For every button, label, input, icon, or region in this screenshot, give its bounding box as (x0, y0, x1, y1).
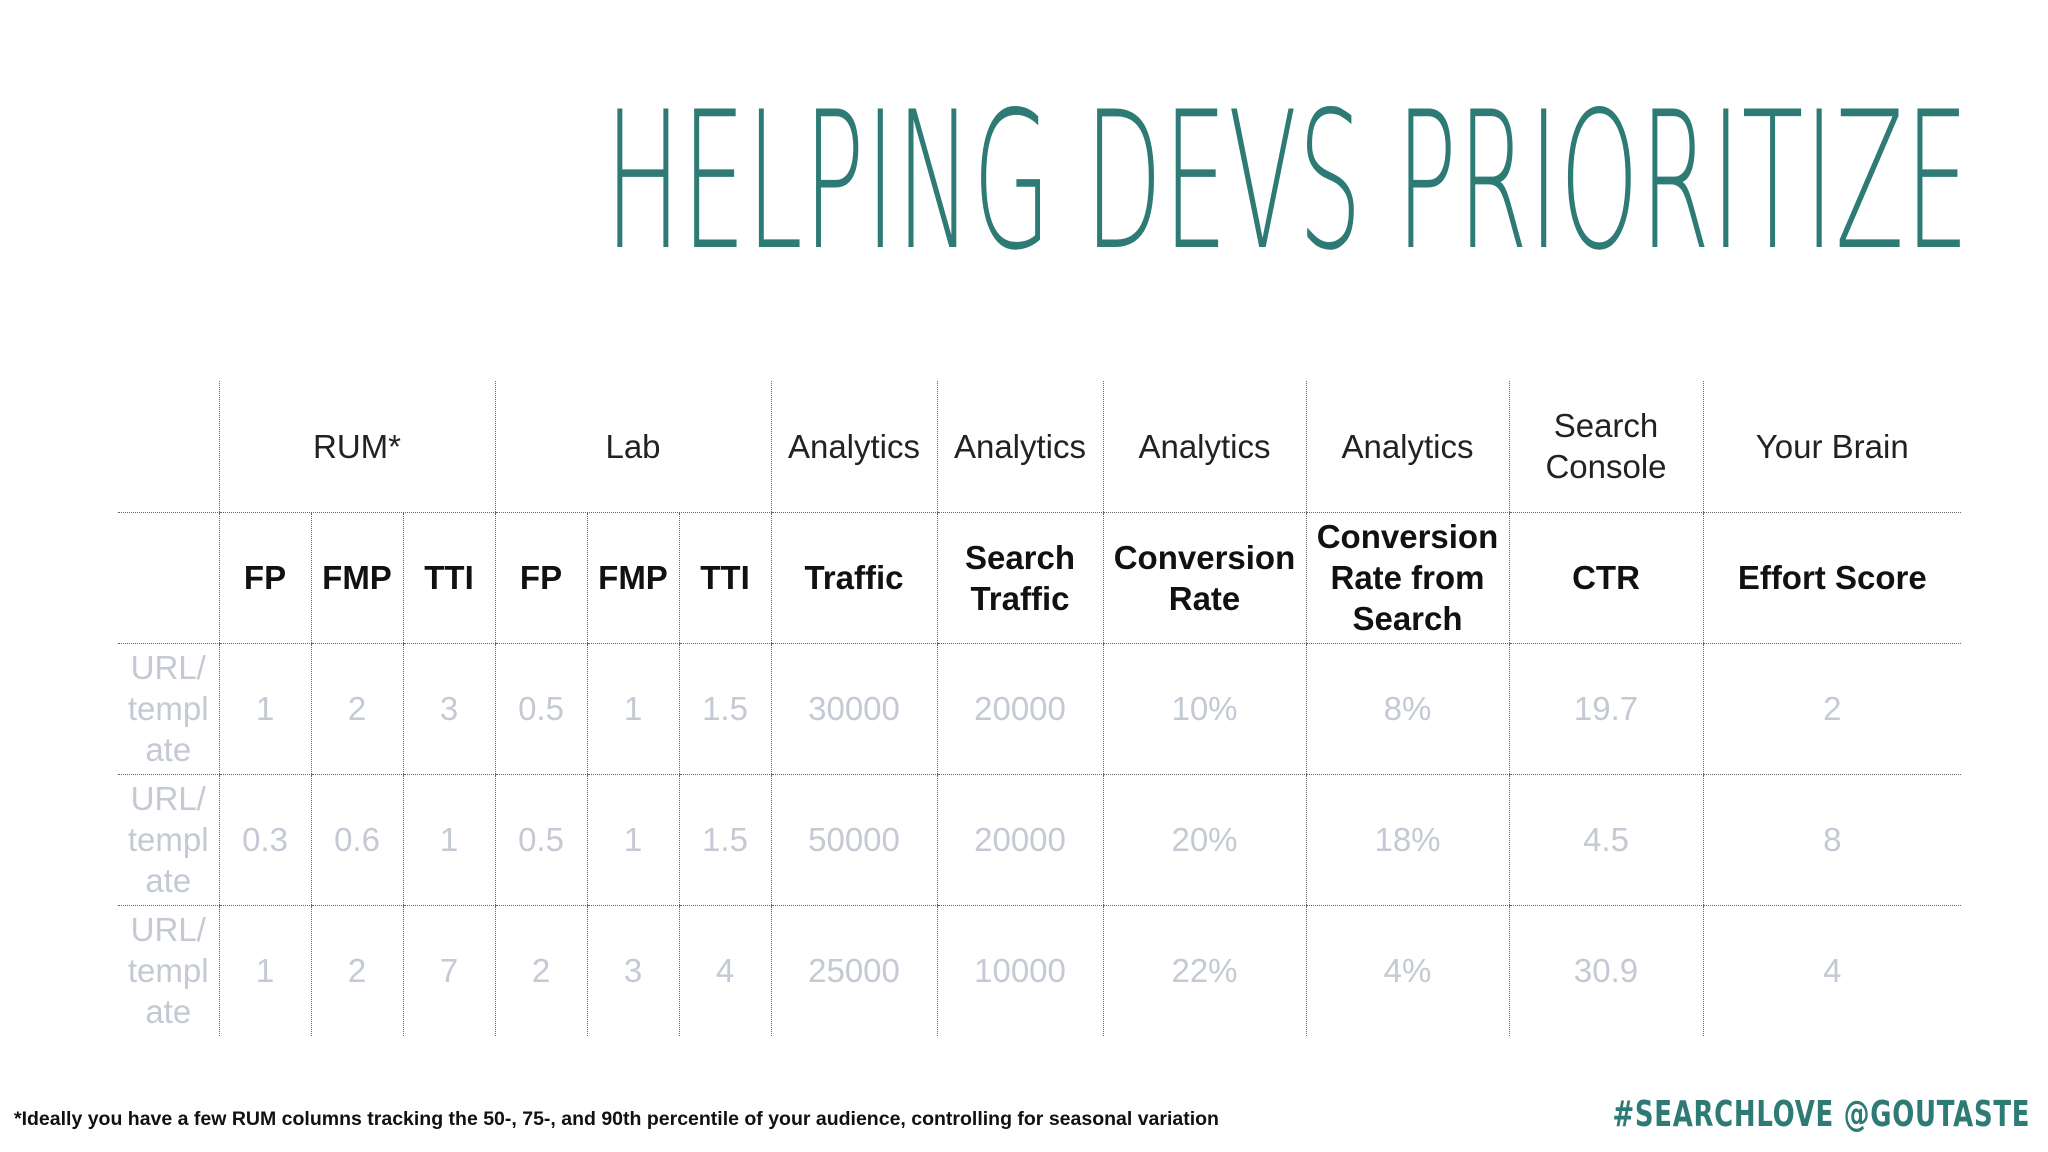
cell-traffic: 50000 (770, 774, 937, 906)
cell-search-traffic: 20000 (936, 774, 1103, 906)
metric-header-row: FP FMP TTI FP FMP TTI Traffic Search Tra… (118, 512, 1961, 644)
cell-rum-fp: 0.3 (218, 774, 311, 906)
cell-rum-fp: 1 (218, 905, 311, 1036)
metric-crfs-line-3: Search (1352, 600, 1463, 637)
metric-conversion-rate-line-1: Conversion (1113, 538, 1296, 576)
metric-conversion-rate-from-search: Conversion Rate from Search (1305, 512, 1509, 644)
cell-conversion-rate: 10% (1102, 643, 1306, 775)
row-label-line-2: templ (127, 821, 209, 858)
metric-rum-fp: FP (218, 512, 311, 644)
cell-lab-fmp: 1 (586, 643, 679, 775)
cell-effort-score: 4 (1702, 905, 1961, 1036)
cell-rum-tti: 1 (402, 774, 495, 906)
slide-title-text: HELPING DEVS PRIORITIZE (605, 71, 1970, 292)
metric-conversion-rate: Conversion Rate (1102, 512, 1306, 644)
metric-search-traffic-line-2: Traffic (970, 579, 1070, 617)
metric-crfs-line-1: Conversion (1316, 518, 1499, 555)
cell-traffic: 25000 (770, 905, 937, 1036)
table-row: URL/ templ ate 1 2 3 0.5 1 1.5 30000 200… (118, 643, 1961, 775)
row-label-line-3: ate (145, 862, 192, 899)
cell-conversion-rate-from-search: 4% (1305, 905, 1509, 1036)
cell-traffic: 30000 (770, 643, 937, 775)
cell-lab-tti: 1.5 (678, 643, 771, 775)
cell-rum-fp: 1 (218, 643, 311, 775)
corner-cell (118, 381, 219, 513)
cell-conversion-rate-from-search: 8% (1305, 643, 1509, 775)
prioritization-table: RUM* Lab Analytics Analytics Analytics A… (118, 381, 1961, 1036)
row-label: URL/ templ ate (118, 774, 219, 906)
cell-rum-tti: 7 (402, 905, 495, 1036)
cell-effort-score: 2 (1702, 643, 1961, 775)
cell-search-traffic: 20000 (936, 643, 1103, 775)
row-label-line-1: URL/ (130, 649, 206, 686)
metric-traffic: Traffic (770, 512, 937, 644)
source-search-console-line-1: Search (1553, 407, 1659, 445)
cell-conversion-rate: 20% (1102, 774, 1306, 906)
cell-lab-tti: 1.5 (678, 774, 771, 906)
metric-crfs-line-2: Rate from (1330, 559, 1485, 596)
cell-lab-fp: 0.5 (494, 643, 587, 775)
source-rum: RUM* (218, 381, 495, 513)
cell-search-traffic: 10000 (936, 905, 1103, 1036)
metric-lab-fp: FP (494, 512, 587, 644)
cell-lab-fp: 0.5 (494, 774, 587, 906)
source-analytics-conversion: Analytics (1102, 381, 1306, 513)
source-analytics-traffic: Analytics (770, 381, 937, 513)
cell-ctr: 30.9 (1508, 905, 1703, 1036)
slide-title: HELPING DEVS PRIORITIZE (0, 82, 2048, 282)
metric-search-traffic: Search Traffic (936, 512, 1103, 644)
metric-lab-fmp: FMP (586, 512, 679, 644)
source-your-brain: Your Brain (1702, 381, 1961, 513)
row-label-line-1: URL/ (130, 911, 206, 949)
row-label: URL/ templ ate (118, 905, 219, 1036)
table-row: URL/ templ ate 0.3 0.6 1 0.5 1 1.5 50000… (118, 774, 1961, 906)
metric-rum-fmp: FMP (310, 512, 403, 644)
source-analytics-search-traffic: Analytics (936, 381, 1103, 513)
source-search-console: Search Console (1508, 381, 1703, 513)
cell-rum-fmp: 0.6 (310, 774, 403, 906)
metric-search-traffic-line-1: Search (964, 538, 1076, 576)
cell-conversion-rate: 22% (1102, 905, 1306, 1036)
source-search-console-line-2: Console (1545, 448, 1667, 486)
metric-corner-cell (118, 512, 219, 644)
row-label-line-2: templ (127, 952, 209, 990)
hashtag-handle: #SEARCHLOVE @GOUTASTE (1612, 1094, 2030, 1135)
source-header-row: RUM* Lab Analytics Analytics Analytics A… (118, 381, 1961, 513)
metric-effort-score: Effort Score (1702, 512, 1961, 644)
cell-effort-score: 8 (1702, 774, 1961, 906)
cell-lab-tti: 4 (678, 905, 771, 1036)
cell-lab-fp: 2 (494, 905, 587, 1036)
cell-ctr: 4.5 (1508, 774, 1703, 906)
metric-conversion-rate-line-2: Rate (1168, 579, 1241, 617)
row-label-line-3: ate (145, 993, 192, 1031)
row-label-line-3: ate (145, 731, 192, 768)
cell-rum-tti: 3 (402, 643, 495, 775)
cell-ctr: 19.7 (1508, 643, 1703, 775)
row-label-line-1: URL/ (130, 780, 206, 817)
cell-lab-fmp: 1 (586, 774, 679, 906)
row-label-line-2: templ (127, 690, 209, 727)
row-label: URL/ templ ate (118, 643, 219, 775)
table-row: URL/ templ ate 1 2 7 2 3 4 25000 10000 2… (118, 905, 1961, 1036)
source-analytics-conversion-search: Analytics (1305, 381, 1509, 513)
metric-rum-tti: TTI (402, 512, 495, 644)
cell-rum-fmp: 2 (310, 643, 403, 775)
source-lab: Lab (494, 381, 771, 513)
cell-conversion-rate-from-search: 18% (1305, 774, 1509, 906)
metric-ctr: CTR (1508, 512, 1703, 644)
cell-rum-fmp: 2 (310, 905, 403, 1036)
cell-lab-fmp: 3 (586, 905, 679, 1036)
footnote: *Ideally you have a few RUM columns trac… (14, 1108, 1219, 1130)
metric-lab-tti: TTI (678, 512, 771, 644)
